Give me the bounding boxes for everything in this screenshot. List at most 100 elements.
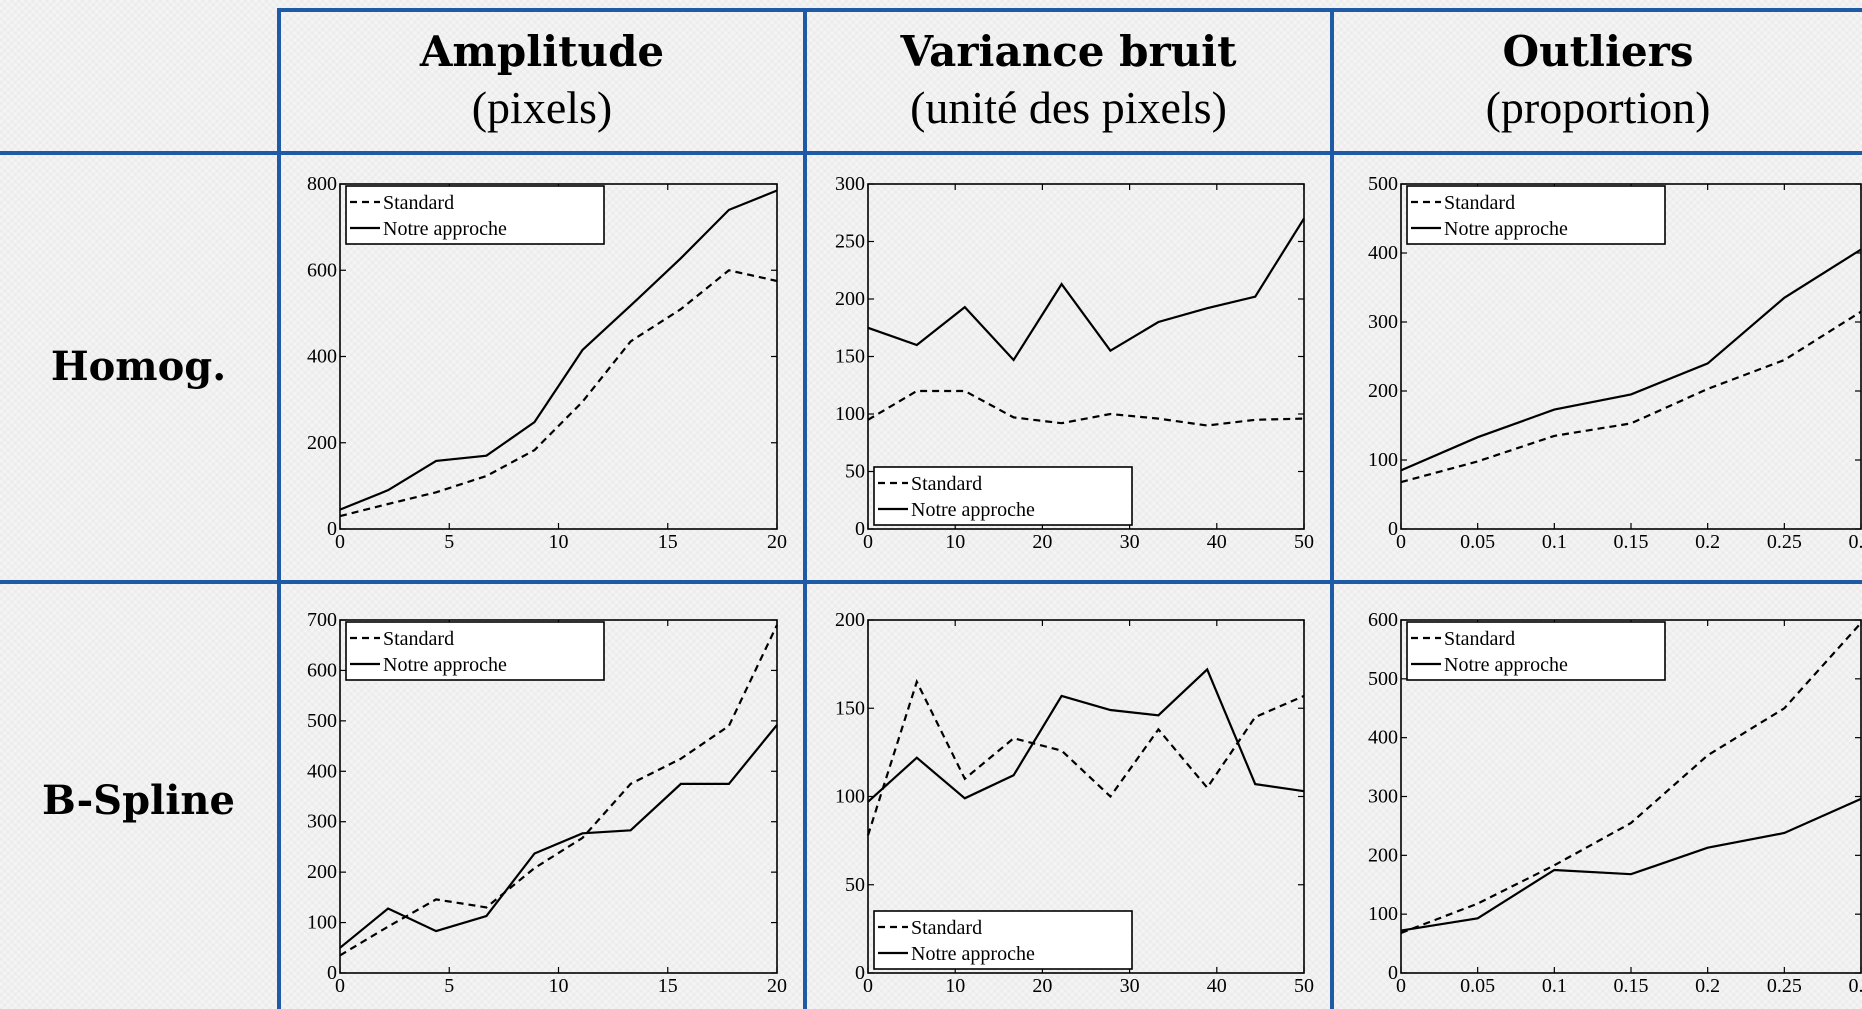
legend: Standard Notre approche	[345, 621, 605, 681]
x-tick-label: 30	[1120, 531, 1140, 553]
x-tick-label: 0	[863, 975, 873, 997]
x-tick-label: 0	[1396, 531, 1406, 553]
x-tick-label: 20	[767, 531, 787, 553]
grid-line-v2	[803, 8, 807, 1009]
x-tick-label: 15	[658, 975, 678, 997]
x-tick-label: 0	[863, 531, 873, 553]
legend-label: Standard	[911, 473, 982, 495]
column-header-variance: Variance bruit (unité des pixels)	[807, 24, 1330, 136]
y-tick-label: 600	[1368, 609, 1398, 631]
legend: Standard Notre approche	[345, 185, 605, 245]
series-notre-approche-line	[339, 189, 778, 511]
y-tick-label: 500	[1368, 668, 1398, 690]
y-tick-label: 0	[327, 962, 337, 984]
legend-label: Standard	[383, 192, 454, 214]
grid-line-v3	[1330, 8, 1334, 1009]
series-standard-line	[339, 269, 778, 518]
x-tick-label: 0	[335, 531, 345, 553]
y-tick-label: 600	[307, 259, 337, 281]
legend: Standard Notre approche	[873, 910, 1133, 970]
chart-bspline-amplitude: 0 5 10 15 200100200300400500600700StandardNo…	[307, 609, 787, 997]
y-tick-label: 0	[327, 518, 337, 540]
x-tick-label: 20	[767, 975, 787, 997]
legend: Standard Notre approche	[1406, 185, 1666, 245]
series-notre-approche-line	[867, 217, 1305, 362]
y-tick-label: 500	[307, 710, 337, 732]
y-tick-label: 600	[307, 659, 337, 681]
y-tick-label: 50	[845, 874, 865, 896]
grid-line-h2	[0, 580, 1862, 584]
legend-label: Notre approche	[911, 943, 1035, 965]
x-tick-label: 0.3	[1849, 531, 1862, 553]
x-tick-label: 0.25	[1767, 531, 1802, 553]
series-standard-line	[1400, 622, 1862, 935]
y-tick-label: 100	[835, 403, 865, 425]
series-standard-line	[339, 624, 778, 957]
y-tick-label: 300	[307, 811, 337, 833]
x-tick-label: 5	[444, 531, 454, 553]
series-notre-approche-line	[339, 724, 778, 949]
grid-line-v1	[277, 8, 281, 1009]
x-tick-label: 10	[945, 975, 965, 997]
column-title: Variance bruit	[900, 27, 1237, 76]
legend-label: Notre approche	[911, 499, 1035, 521]
row-label-homog: Homog.	[50, 343, 227, 390]
column-title: Outliers	[1502, 27, 1694, 76]
legend-label: Notre approche	[383, 654, 507, 676]
series-standard-line	[867, 389, 1305, 427]
x-tick-label: 0.15	[1614, 975, 1649, 997]
x-tick-label: 50	[1294, 975, 1314, 997]
x-tick-label: 20	[1032, 975, 1052, 997]
y-tick-label: 0	[855, 962, 865, 984]
y-tick-label: 200	[835, 609, 865, 631]
grid-line-top	[277, 8, 1862, 12]
y-tick-label: 50	[845, 461, 865, 483]
y-tick-label: 200	[1368, 844, 1398, 866]
chart-bspline-variance: 0 10 20 30 40 50 0 50 100 150 200 Standard Notre app…	[835, 609, 1314, 997]
column-subtitle: (pixels)	[471, 82, 613, 133]
y-tick-label: 100	[835, 786, 865, 808]
y-tick-label: 300	[1368, 311, 1398, 333]
grid-line-h1	[0, 151, 1862, 155]
x-tick-label: 5	[444, 975, 454, 997]
legend-label: Notre approche	[1444, 654, 1568, 676]
legend-label: Notre approche	[383, 218, 507, 240]
legend-box	[873, 466, 1133, 526]
y-tick-label: 150	[835, 346, 865, 368]
y-tick-label: 400	[307, 346, 337, 368]
y-tick-label: 500	[1368, 173, 1398, 195]
column-subtitle: (unité des pixels)	[910, 82, 1227, 133]
y-tick-label: 200	[307, 861, 337, 883]
series-notre-approche-line	[1400, 797, 1862, 932]
x-tick-label: 0.2	[1695, 975, 1720, 997]
y-tick-label: 200	[1368, 380, 1398, 402]
legend-box	[345, 185, 605, 245]
y-tick-label: 400	[1368, 242, 1398, 264]
series-standard-line	[866, 678, 1305, 836]
y-tick-label: 200	[307, 432, 337, 454]
x-tick-label: 0.1	[1542, 975, 1567, 997]
legend-label: Standard	[1444, 628, 1515, 650]
legend: Standard Notre approche	[873, 466, 1133, 526]
x-tick-label: 0.05	[1460, 531, 1495, 553]
chart-homog-outliers: 0 0.05 0.1 0.15 0.2 0.25 0.3 0 100 200 300 400 500 St…	[1368, 173, 1862, 553]
x-tick-label: 20	[1032, 531, 1052, 553]
row-label-bspline: B-Spline	[42, 777, 235, 824]
x-tick-label: 0	[335, 975, 345, 997]
x-tick-label: 50	[1294, 531, 1314, 553]
y-tick-label: 100	[1368, 449, 1398, 471]
series-notre-approche-line	[1400, 248, 1862, 472]
legend-box	[873, 910, 1133, 970]
legend-label: Standard	[911, 917, 982, 939]
y-tick-label: 0	[1388, 962, 1398, 984]
y-tick-label: 800	[307, 173, 337, 195]
y-tick-label: 100	[307, 912, 337, 934]
y-tick-label: 400	[307, 760, 337, 782]
x-tick-label: 0.2	[1695, 531, 1720, 553]
x-tick-label: 0.25	[1767, 975, 1802, 997]
x-tick-label: 0.1	[1542, 531, 1567, 553]
column-header-amplitude: Amplitude (pixels)	[281, 24, 803, 136]
y-tick-label: 100	[1368, 903, 1398, 925]
legend-label: Standard	[383, 628, 454, 650]
y-tick-label: 0	[1388, 518, 1398, 540]
